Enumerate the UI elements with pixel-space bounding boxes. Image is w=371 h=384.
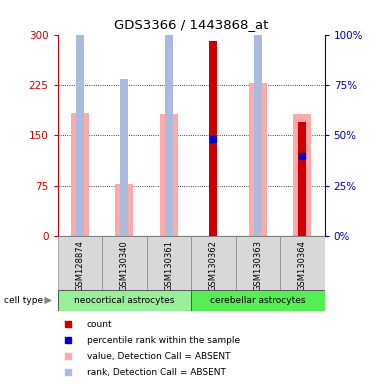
Bar: [160, 114, 178, 236]
Bar: [76, 0, 84, 236]
Text: rank, Detection Call = ABSENT: rank, Detection Call = ABSENT: [87, 368, 226, 377]
Bar: [209, 41, 217, 236]
Bar: [120, 79, 128, 236]
Title: GDS3366 / 1443868_at: GDS3366 / 1443868_at: [114, 18, 268, 31]
Bar: [293, 114, 311, 236]
Bar: [298, 122, 306, 236]
Text: GSM128874: GSM128874: [75, 240, 84, 291]
Bar: [58, 290, 191, 311]
Bar: [254, 0, 262, 236]
Bar: [147, 236, 191, 290]
Bar: [191, 236, 236, 290]
Bar: [236, 236, 280, 290]
Bar: [280, 236, 325, 290]
Text: count: count: [87, 319, 112, 329]
Bar: [58, 236, 102, 290]
Bar: [115, 184, 133, 236]
Bar: [191, 290, 325, 311]
Text: cerebellar astrocytes: cerebellar astrocytes: [210, 296, 306, 305]
Bar: [71, 113, 89, 236]
Text: value, Detection Call = ABSENT: value, Detection Call = ABSENT: [87, 352, 230, 361]
Text: GSM130364: GSM130364: [298, 240, 307, 291]
Text: neocortical astrocytes: neocortical astrocytes: [74, 296, 174, 305]
Bar: [249, 83, 267, 236]
Text: GSM130363: GSM130363: [253, 240, 262, 291]
Text: percentile rank within the sample: percentile rank within the sample: [87, 336, 240, 345]
Text: cell type: cell type: [4, 296, 43, 305]
Bar: [165, 0, 173, 236]
Text: GSM130362: GSM130362: [209, 240, 218, 291]
Bar: [102, 236, 147, 290]
Text: GSM130361: GSM130361: [164, 240, 173, 291]
Text: GSM130340: GSM130340: [120, 240, 129, 291]
